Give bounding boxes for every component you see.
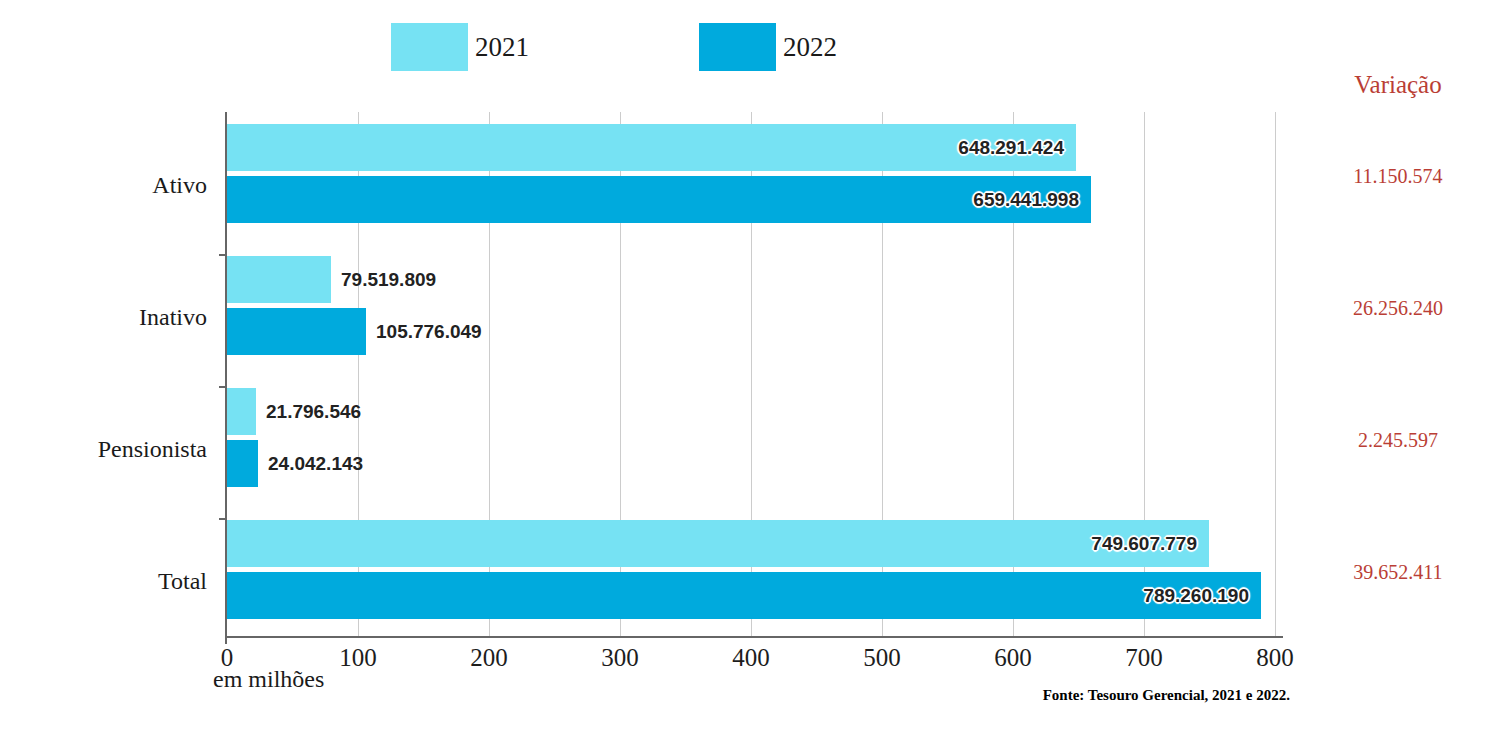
x-tick-label-700: 700 (1094, 644, 1194, 672)
gridline-800 (1275, 112, 1276, 636)
bar-value-2021-inativo: 79.519.809 (341, 256, 436, 303)
y-axis-line (225, 112, 227, 638)
bar-2022-pensionista: 24.042.143 (227, 440, 258, 487)
category-label-inativo: Inativo (0, 302, 207, 332)
bar-value-2021-pensionista: 21.796.546 (266, 388, 361, 435)
x-tick-label-500: 500 (832, 644, 932, 672)
bar-value-2022-total: 789.260.190 (1143, 572, 1249, 619)
category-label-pensionista: Pensionista (0, 434, 207, 464)
variation-column-header: Variação (1317, 71, 1479, 99)
legend-label-2021: 2021 (475, 23, 529, 71)
plot-area: 648.291.424 659.441.998 79.519.809 105.776.… (227, 112, 1275, 636)
variation-value-total: 39.652.411 (1317, 557, 1479, 587)
bar-value-2021-total: 749.607.779 (1091, 520, 1197, 567)
bar-2021-ativo: 648.291.424 (227, 124, 1076, 171)
legend-swatch-2022 (699, 23, 776, 71)
x-tick-label-600: 600 (963, 644, 1063, 672)
bar-value-2022-inativo: 105.776.049 (376, 308, 482, 355)
legend-swatch-2021 (391, 23, 468, 71)
bar-2022-ativo: 659.441.998 (227, 176, 1091, 223)
bar-2021-total: 749.607.779 (227, 520, 1209, 567)
category-label-total: Total (0, 566, 207, 596)
y-axis-group-tick (219, 518, 227, 520)
category-label-ativo: Ativo (0, 170, 207, 200)
bar-value-2022-pensionista: 24.042.143 (268, 440, 363, 487)
bar-2021-inativo: 79.519.809 (227, 256, 331, 303)
x-axis-unit-label: em milhões (213, 666, 324, 693)
x-tick-label-800: 800 (1225, 644, 1325, 672)
chart-canvas: 2021 2022 Variação 11.150.574 26.256.240 2.… (0, 0, 1500, 753)
x-tick-label-300: 300 (570, 644, 670, 672)
variation-value-pensionista: 2.245.597 (1317, 425, 1479, 455)
x-tick-label-200: 200 (439, 644, 539, 672)
y-axis-group-tick (219, 386, 227, 388)
bar-value-2021-ativo: 648.291.424 (958, 124, 1064, 171)
variation-value-ativo: 11.150.574 (1317, 161, 1479, 191)
x-tick-label-400: 400 (701, 644, 801, 672)
variation-value-inativo: 26.256.240 (1317, 293, 1479, 323)
source-note: Fonte: Tesouro Gerencial, 2021 e 2022. (1043, 687, 1290, 704)
x-axis-line (225, 636, 1283, 638)
y-axis-group-tick (219, 254, 227, 256)
bar-value-2022-ativo: 659.441.998 (973, 176, 1079, 223)
bar-2022-inativo: 105.776.049 (227, 308, 366, 355)
bar-2021-pensionista: 21.796.546 (227, 388, 256, 435)
legend-label-2022: 2022 (783, 23, 837, 71)
bar-2022-total: 789.260.190 (227, 572, 1261, 619)
